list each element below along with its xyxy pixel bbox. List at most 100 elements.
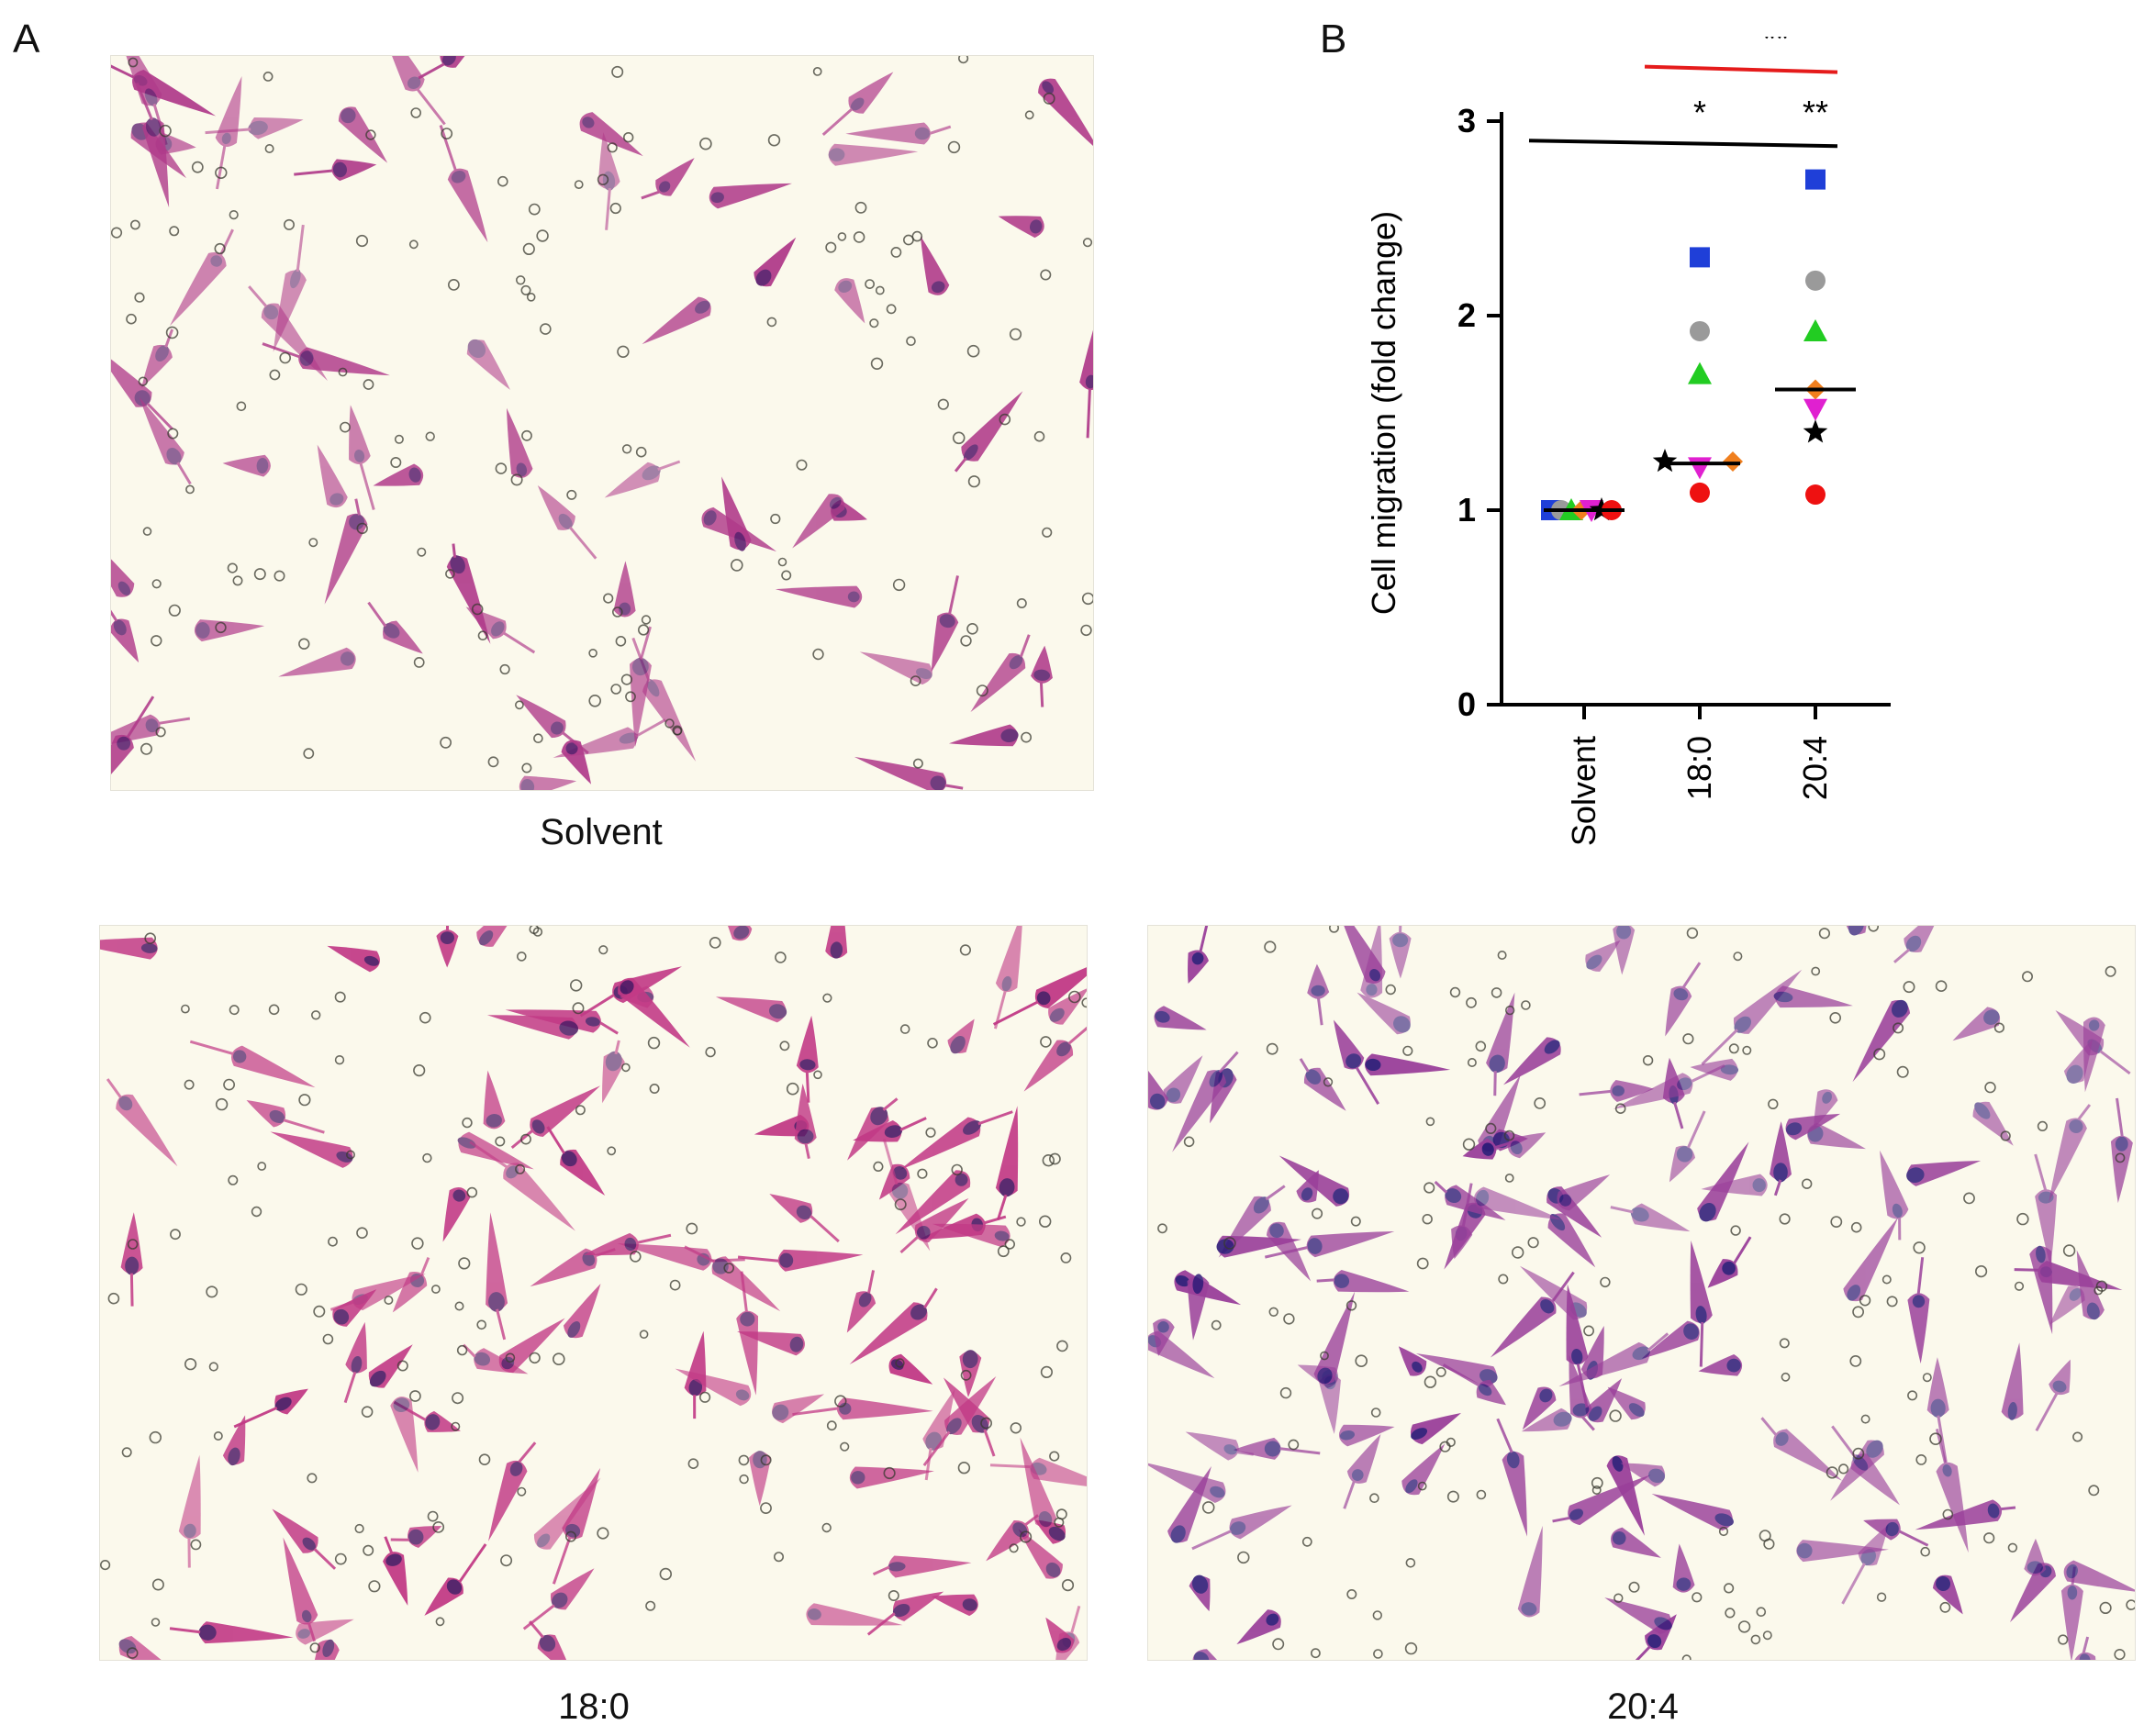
membrane-pore bbox=[1016, 597, 1027, 608]
membrane-pore bbox=[307, 1473, 318, 1484]
stained-cell bbox=[1796, 1540, 1889, 1563]
membrane-pore bbox=[1435, 1366, 1446, 1377]
significance-label: ** bbox=[1803, 94, 1828, 131]
stained-cell bbox=[1339, 1424, 1395, 1447]
stained-cell bbox=[1333, 1019, 1380, 1105]
stained-cell bbox=[529, 1620, 575, 1660]
stained-cell bbox=[737, 1249, 864, 1272]
stained-cell bbox=[1462, 1138, 1521, 1160]
membrane-pore bbox=[1157, 1223, 1167, 1234]
stained-cell bbox=[296, 1619, 354, 1645]
membrane-pore bbox=[1485, 1122, 1497, 1134]
membrane-pore bbox=[641, 615, 652, 625]
stained-cell bbox=[1410, 1412, 1461, 1445]
membrane-pore bbox=[427, 1510, 439, 1522]
membrane-pore bbox=[779, 1040, 790, 1052]
membrane-pore bbox=[610, 684, 622, 695]
stained-cell bbox=[135, 82, 170, 208]
membrane-pore bbox=[1591, 1485, 1602, 1495]
stained-cell bbox=[272, 1508, 337, 1570]
stained-cell bbox=[1517, 1525, 1543, 1618]
membrane-pore bbox=[167, 428, 179, 440]
membrane-pore bbox=[408, 239, 419, 250]
stained-cell bbox=[1079, 312, 1093, 439]
membrane-pore bbox=[1750, 1634, 1761, 1645]
membrane-pore bbox=[1237, 1551, 1250, 1564]
membrane-pore bbox=[1068, 990, 1081, 1004]
membrane-pore bbox=[1681, 1654, 1692, 1660]
stained-cell bbox=[1604, 1597, 1672, 1635]
stained-cell bbox=[1697, 1141, 1749, 1222]
membrane-pore bbox=[1852, 1306, 1864, 1319]
membrane-pore bbox=[1896, 1065, 1909, 1078]
membrane-pore bbox=[451, 1421, 461, 1431]
stained-cell bbox=[111, 696, 155, 790]
membrane-pore bbox=[1779, 1338, 1790, 1349]
stained-cell bbox=[2110, 1097, 2133, 1204]
membrane-pore bbox=[510, 473, 523, 486]
stained-cell bbox=[1153, 1319, 1175, 1357]
stained-cell bbox=[1880, 1150, 1909, 1241]
membrane-pore bbox=[603, 593, 614, 604]
membrane-pore bbox=[430, 1285, 441, 1294]
membrane-pore bbox=[454, 1301, 464, 1311]
membrane-pore bbox=[365, 129, 376, 140]
membrane-pore bbox=[165, 326, 179, 339]
membrane-pore bbox=[1056, 1340, 1068, 1352]
membrane-pore bbox=[1040, 269, 1052, 281]
membrane-pore bbox=[1860, 1414, 1870, 1424]
stained-cell bbox=[1707, 1236, 1752, 1288]
stained-cell bbox=[262, 342, 390, 376]
membrane-pore bbox=[892, 578, 906, 592]
data-point bbox=[1803, 419, 1828, 443]
stained-cell bbox=[1045, 1617, 1075, 1653]
membrane-pore bbox=[478, 1453, 491, 1466]
membrane-pore bbox=[812, 648, 824, 661]
membrane-pore bbox=[1886, 1296, 1898, 1308]
membrane-pore bbox=[664, 718, 675, 729]
membrane-pore bbox=[298, 1094, 311, 1107]
stained-cell bbox=[579, 112, 643, 157]
membrane-pore bbox=[910, 675, 921, 686]
stained-cell bbox=[1611, 1527, 1661, 1558]
membrane-pore bbox=[1033, 430, 1045, 442]
membrane-pore bbox=[440, 736, 452, 749]
stained-cell bbox=[483, 1070, 506, 1130]
membrane-pore bbox=[822, 993, 832, 1003]
membrane-pore bbox=[274, 570, 285, 582]
membrane-pore bbox=[466, 1186, 478, 1198]
membrane-pore bbox=[960, 635, 972, 647]
stained-cell bbox=[993, 926, 1023, 1029]
stained-cell bbox=[1496, 1418, 1527, 1537]
stained-cell bbox=[2001, 1342, 2024, 1420]
membrane-pore bbox=[639, 1330, 649, 1340]
stained-cell bbox=[1557, 1174, 1611, 1211]
membrane-pore bbox=[686, 1222, 698, 1235]
stained-cell bbox=[273, 224, 307, 352]
y-tick-label: 2 bbox=[1457, 296, 1476, 334]
stained-cell bbox=[1316, 1269, 1410, 1293]
membrane-pore bbox=[1049, 1152, 1061, 1165]
membrane-pore bbox=[1424, 1375, 1437, 1388]
membrane-pore bbox=[812, 66, 822, 76]
membrane-pore bbox=[853, 231, 865, 243]
membrane-pore bbox=[356, 522, 368, 535]
membrane-pore bbox=[126, 313, 137, 325]
membrane-pore bbox=[111, 227, 123, 239]
membrane-pore bbox=[419, 1011, 431, 1024]
membrane-pore bbox=[1763, 1538, 1775, 1550]
membrane-pore bbox=[1369, 1493, 1379, 1504]
panel-b-label: B bbox=[1320, 17, 1347, 61]
membrane-pore bbox=[1201, 1501, 1215, 1514]
membrane-pore bbox=[1718, 1526, 1729, 1537]
membrane-pore bbox=[997, 1245, 1010, 1258]
membrane-pore bbox=[159, 124, 172, 138]
stained-cell bbox=[712, 926, 753, 941]
stained-cell bbox=[1185, 1431, 1254, 1461]
stained-cell bbox=[825, 926, 848, 959]
membrane-pore bbox=[760, 1502, 772, 1514]
membrane-pore bbox=[1043, 92, 1055, 105]
stained-cell bbox=[194, 619, 265, 642]
membrane-pore bbox=[976, 684, 988, 697]
membrane-pore bbox=[647, 1036, 661, 1050]
